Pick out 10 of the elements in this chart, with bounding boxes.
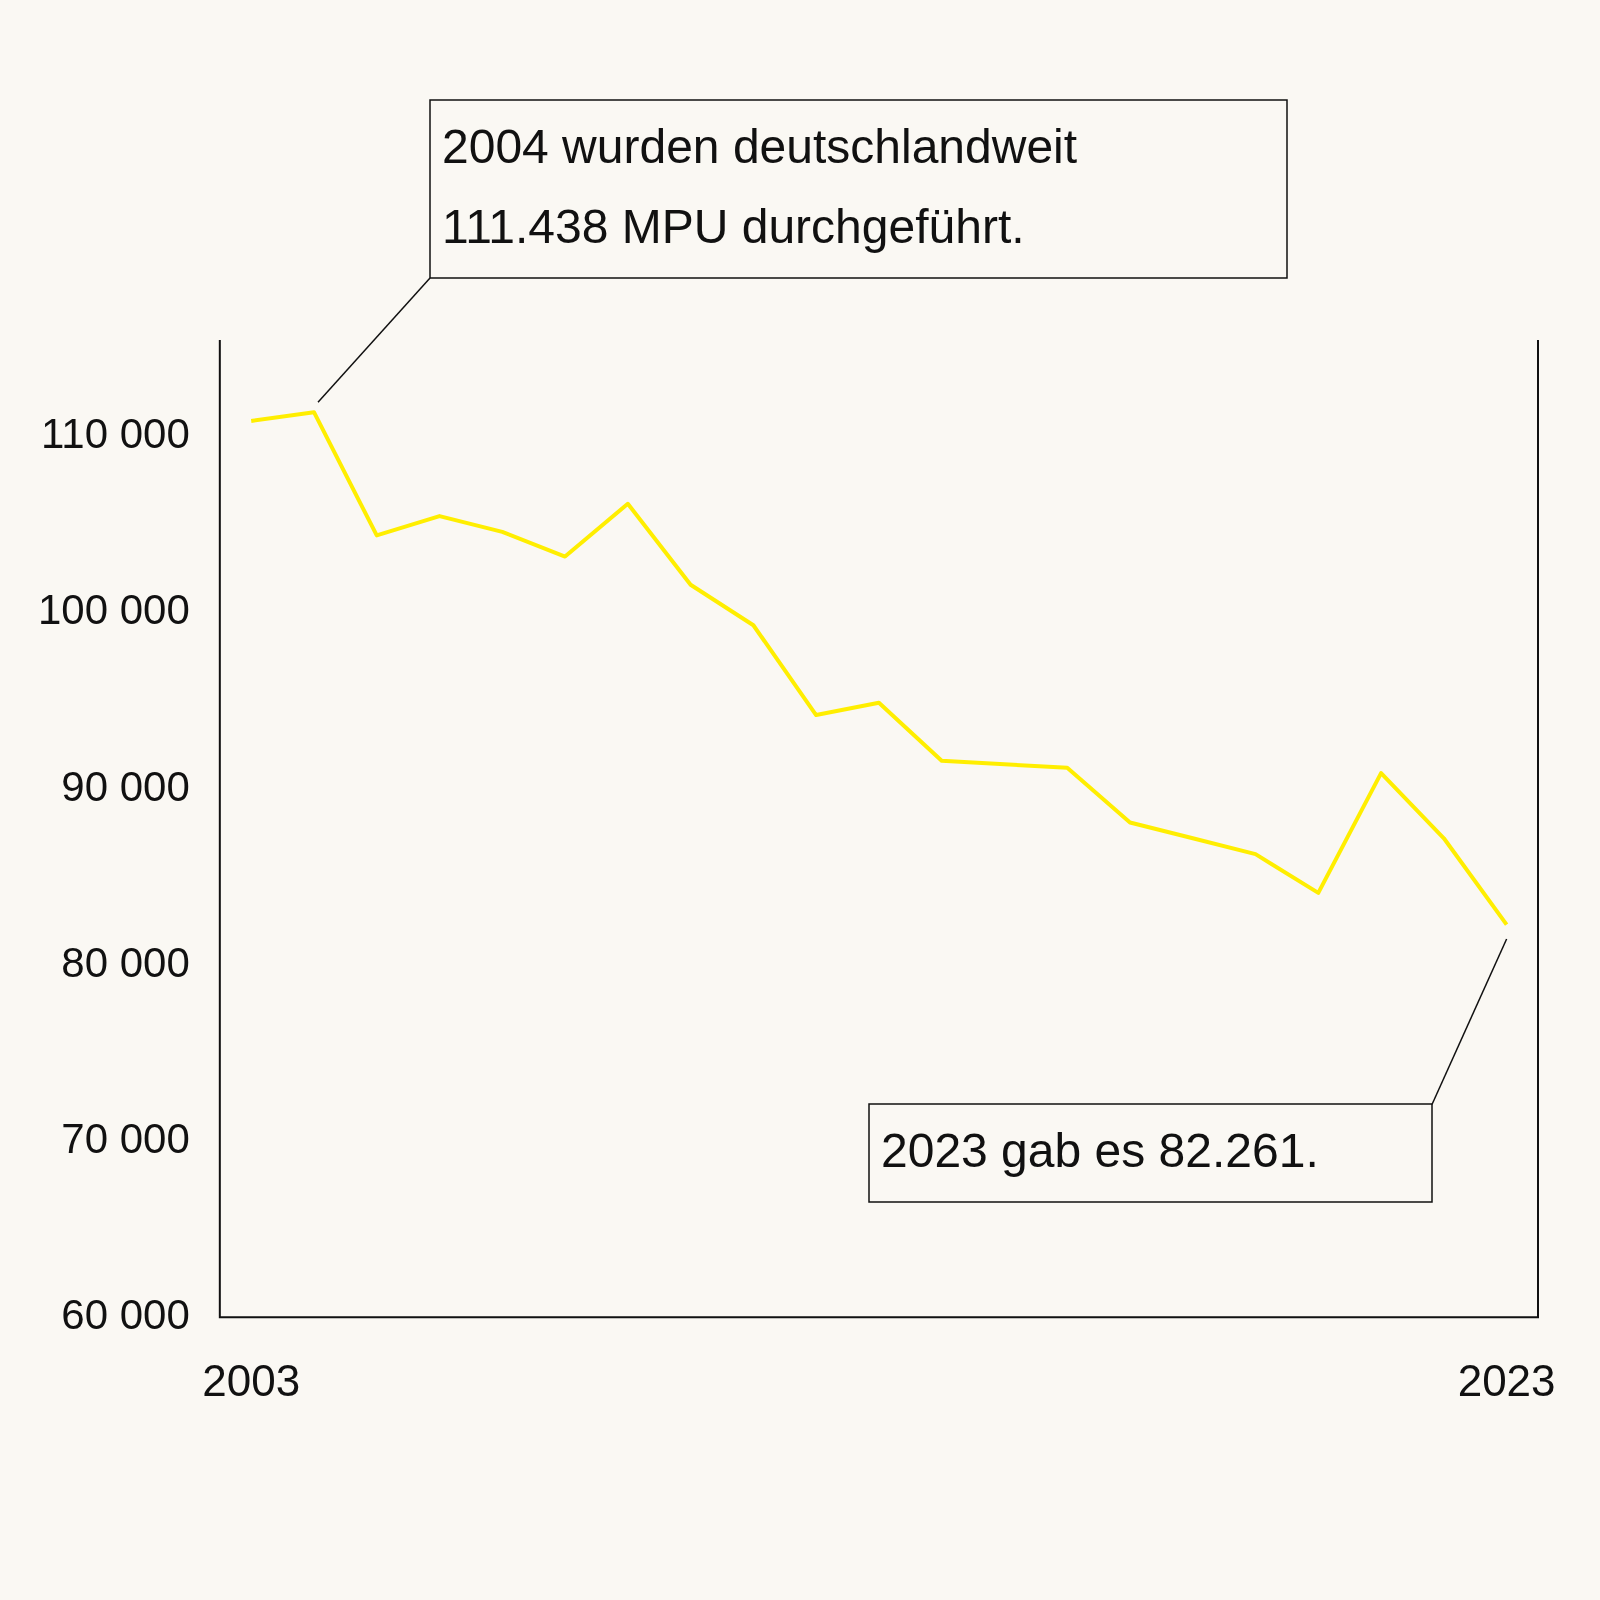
- y-tick-label: 100 000: [37, 586, 190, 634]
- y-tick-label: 110 000: [41, 410, 190, 458]
- x-tick-label: 2003: [202, 1355, 301, 1405]
- annotation: 2023 gab es 82.261.: [881, 1124, 1319, 1178]
- y-tick-label: 70 000: [61, 1114, 190, 1162]
- text: 2004 wurden deutschlandweit 111.438 MPU durchgeführt.: [442, 120, 1078, 254]
- y-tick-label: 90 000: [61, 762, 190, 810]
- y-tick-label: 60 000: [61, 1290, 190, 1338]
- y-tick-label: 80 000: [61, 938, 190, 986]
- x-tick-label: 2023: [1457, 1355, 1556, 1405]
